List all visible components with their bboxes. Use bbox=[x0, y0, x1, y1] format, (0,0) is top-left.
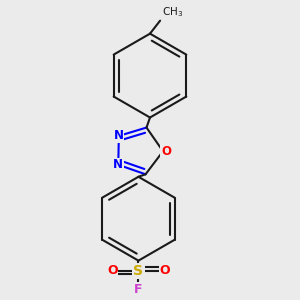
Text: S: S bbox=[134, 264, 143, 278]
Text: N: N bbox=[113, 158, 123, 171]
Text: CH$_3$: CH$_3$ bbox=[162, 5, 183, 19]
Text: O: O bbox=[107, 264, 118, 277]
Text: F: F bbox=[134, 283, 143, 296]
Text: N: N bbox=[114, 129, 124, 142]
Text: O: O bbox=[159, 264, 170, 277]
Text: O: O bbox=[161, 145, 171, 158]
